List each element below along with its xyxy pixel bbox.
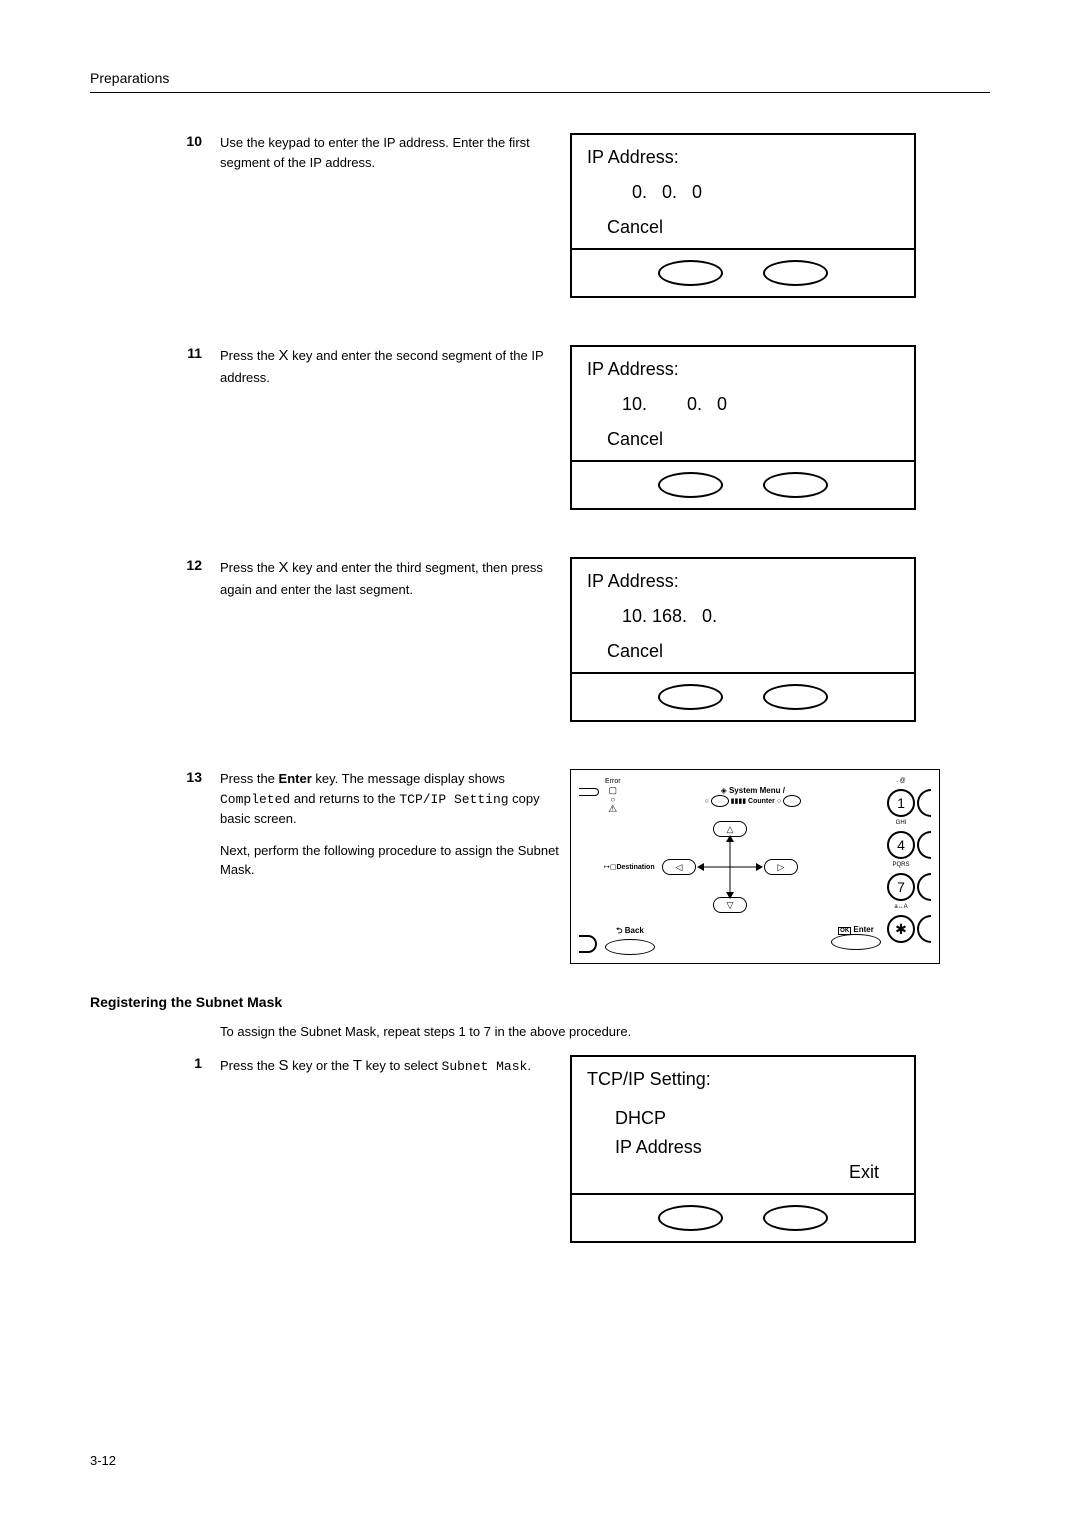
right-arrow-button[interactable]: ▷	[764, 859, 798, 875]
key-7[interactable]: 7	[887, 873, 915, 901]
key-x: X	[279, 347, 289, 364]
lcd-soft-button-1[interactable]	[658, 1205, 723, 1231]
diamond-icon: ◈	[721, 786, 729, 795]
header-title: Preparations	[90, 70, 990, 86]
lcd-value: 10. 168. 0.	[617, 606, 889, 627]
step-text: Use the keypad to enter the IP address. …	[220, 133, 570, 184]
key-t: T	[353, 1057, 362, 1074]
lcd-title: IP Address:	[587, 147, 899, 168]
enter-key: Enter	[279, 771, 312, 786]
step-display: IP Address: 0. 0. 0 Cancel	[570, 133, 990, 298]
panel-edge-bottom	[579, 935, 597, 953]
lcd-soft-button-2[interactable]	[763, 260, 828, 286]
lcd-screen: IP Address: 10. 0. 0 Cancel	[570, 345, 916, 510]
key-4[interactable]: 4	[887, 831, 915, 859]
panel-button[interactable]	[711, 795, 729, 807]
lcd-title: IP Address:	[587, 571, 899, 592]
panel-button[interactable]	[783, 795, 801, 807]
lcd-soft-button-1[interactable]	[658, 260, 723, 286]
lcd-title: IP Address:	[587, 359, 899, 380]
numeric-keypad: . @ 1 GHI 4 PQRS 7 a↔A ✱	[887, 778, 915, 955]
key-x: X	[279, 559, 289, 576]
led-icon: ○	[704, 798, 708, 805]
key-star[interactable]: ✱	[887, 915, 915, 943]
lcd-soft-button-2[interactable]	[763, 684, 828, 710]
lcd-screen: IP Address: 0. 0. 0 Cancel	[570, 133, 916, 298]
left-arrow-button[interactable]: ◁	[662, 859, 696, 875]
subnet-step-1: 1 Press the S key or the T key to select…	[90, 1055, 990, 1243]
numeric-keypad-edge	[917, 778, 931, 955]
arrow-pad: ↦▢Destination △ ◁ ▷ ▽	[650, 821, 810, 921]
step-display: TCP/IP Setting: DHCP IP Address Exit	[570, 1055, 990, 1243]
step-text: Press the S key or the T key to select S…	[220, 1055, 570, 1090]
lcd-value: 10. 0. 0	[617, 394, 889, 415]
step-number: 11	[90, 345, 220, 361]
lcd-cancel-label: Cancel	[607, 641, 899, 662]
key-4-label: GHI	[896, 820, 907, 828]
lcd-soft-button-1[interactable]	[658, 472, 723, 498]
step-display: Error ▢ ○ ⚠ ◈ System Menu / ○ ▮	[570, 769, 990, 964]
panel-edge-top	[579, 788, 599, 796]
key-cut[interactable]	[917, 789, 931, 817]
lcd-soft-button-2[interactable]	[763, 1205, 828, 1231]
lcd-screen: TCP/IP Setting: DHCP IP Address Exit	[570, 1055, 916, 1243]
lcd-list-item: IP Address	[615, 1133, 899, 1162]
step-number: 10	[90, 133, 220, 149]
subnet-heading: Registering the Subnet Mask	[90, 994, 990, 1010]
enter-button[interactable]	[831, 934, 881, 950]
page-header: Preparations	[90, 70, 990, 93]
key-cut[interactable]	[917, 831, 931, 859]
step-13: 13 Press the Enter key. The message disp…	[90, 769, 990, 964]
back-button[interactable]	[605, 939, 655, 955]
step-11: 11 Press the X key and enter the second …	[90, 345, 990, 545]
subnet-intro: To assign the Subnet Mask, repeat steps …	[220, 1024, 990, 1039]
down-arrow-button[interactable]: ▽	[713, 897, 747, 913]
lcd-soft-button-1[interactable]	[658, 684, 723, 710]
lcd-exit-label: Exit	[587, 1162, 899, 1183]
lcd-value: 0. 0. 0	[617, 182, 889, 203]
lcd-cancel-label: Cancel	[607, 217, 899, 238]
lcd-cancel-label: Cancel	[607, 429, 899, 450]
key-cut[interactable]	[917, 915, 931, 943]
step-12: 12 Press the X key and enter the third s…	[90, 557, 990, 757]
key-star-label: a↔A	[894, 904, 907, 912]
keypad-panel: Error ▢ ○ ⚠ ◈ System Menu / ○ ▮	[570, 769, 940, 964]
lcd-list-item: DHCP	[615, 1104, 899, 1133]
step-number: 1	[90, 1055, 220, 1071]
step-10: 10 Use the keypad to enter the IP addres…	[90, 133, 990, 333]
step-text: Press the X key and enter the second seg…	[220, 345, 570, 399]
step-number: 12	[90, 557, 220, 573]
enter-label: OK Enter	[831, 925, 881, 934]
step-display: IP Address: 10. 0. 0 Cancel	[570, 345, 990, 510]
system-menu-label: System Menu /	[729, 786, 785, 795]
step-text: Press the X key and enter the third segm…	[220, 557, 570, 611]
key-1-label: . @	[896, 778, 905, 786]
counter-label: Counter	[748, 798, 775, 805]
step-text: Press the Enter key. The message display…	[220, 769, 570, 892]
key-cut[interactable]	[917, 873, 931, 901]
lcd-title: TCP/IP Setting:	[587, 1069, 899, 1090]
led-icon: ○	[777, 798, 781, 805]
page-number: 3-12	[90, 1453, 116, 1468]
step-number: 13	[90, 769, 220, 785]
back-label: ⮌ Back	[605, 925, 655, 939]
destination-label: ↦▢Destination	[604, 863, 655, 871]
error-indicator: Error ▢ ○ ⚠	[605, 778, 621, 815]
step-display: IP Address: 10. 168. 0. Cancel	[570, 557, 990, 722]
arrow-cross-icon	[697, 835, 763, 899]
key-7-label: PQRS	[892, 862, 909, 870]
key-s: S	[279, 1057, 289, 1074]
lcd-soft-button-2[interactable]	[763, 472, 828, 498]
lcd-screen: IP Address: 10. 168. 0. Cancel	[570, 557, 916, 722]
key-1[interactable]: 1	[887, 789, 915, 817]
